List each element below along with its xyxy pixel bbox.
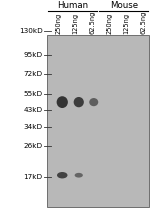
- Text: 130kD: 130kD: [19, 28, 43, 34]
- Text: 34kD: 34kD: [24, 124, 43, 130]
- Text: 250ng: 250ng: [56, 13, 62, 34]
- Text: 62.5ng: 62.5ng: [141, 11, 147, 34]
- Ellipse shape: [57, 96, 68, 108]
- Text: 72kD: 72kD: [24, 71, 43, 77]
- Ellipse shape: [89, 98, 98, 106]
- Text: Human: Human: [57, 1, 88, 10]
- Text: 125ng: 125ng: [124, 13, 130, 34]
- Text: 17kD: 17kD: [24, 174, 43, 180]
- Text: 62.5ng: 62.5ng: [90, 11, 96, 34]
- Text: 43kD: 43kD: [24, 107, 43, 113]
- Text: 95kD: 95kD: [24, 52, 43, 58]
- Ellipse shape: [75, 173, 83, 178]
- Text: Mouse: Mouse: [110, 1, 138, 10]
- Text: 125ng: 125ng: [73, 13, 79, 34]
- Ellipse shape: [57, 172, 68, 178]
- Text: 26kD: 26kD: [24, 143, 43, 149]
- Text: 55kD: 55kD: [24, 91, 43, 97]
- Bar: [47, 35, 149, 207]
- Text: 250ng: 250ng: [107, 13, 113, 34]
- Ellipse shape: [74, 97, 84, 107]
